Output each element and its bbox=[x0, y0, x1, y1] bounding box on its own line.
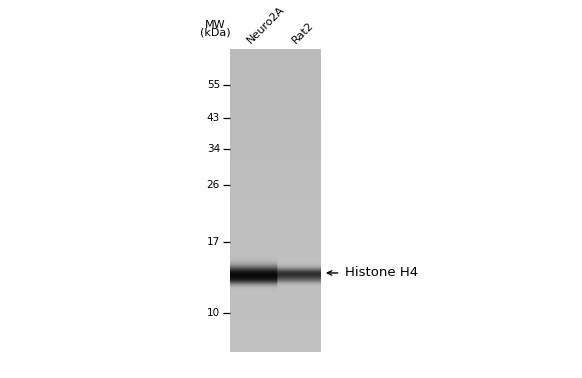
Text: 10: 10 bbox=[207, 308, 220, 318]
Text: 26: 26 bbox=[207, 180, 220, 191]
Text: 55: 55 bbox=[207, 80, 220, 90]
Text: MW: MW bbox=[205, 20, 226, 30]
Text: (kDa): (kDa) bbox=[200, 28, 230, 38]
Text: 17: 17 bbox=[207, 237, 220, 247]
Text: 43: 43 bbox=[207, 113, 220, 123]
Text: 34: 34 bbox=[207, 144, 220, 155]
Text: Histone H4: Histone H4 bbox=[345, 266, 418, 279]
Text: Rat2: Rat2 bbox=[290, 20, 316, 45]
Text: Neuro2A: Neuro2A bbox=[246, 4, 286, 45]
